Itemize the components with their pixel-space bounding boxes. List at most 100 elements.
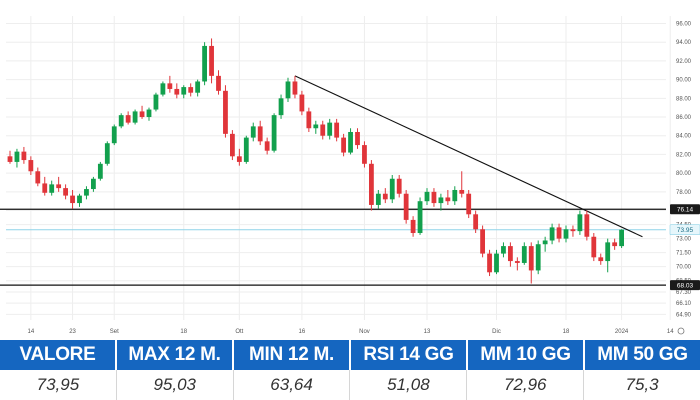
candle-body (118, 115, 124, 127)
y-tick-label: 78.00 (676, 190, 692, 196)
y-tick-label: 64.90 (676, 312, 692, 318)
candle-body (382, 193, 388, 200)
candle-body (521, 246, 527, 263)
y-tick-label: 84.00 (676, 134, 692, 140)
y-tick-label: 88.00 (676, 96, 692, 102)
value-mm-50gg: 75,3 (625, 375, 659, 394)
x-tick-label: 2024 (615, 329, 629, 335)
candle-body (542, 240, 548, 245)
candle-body (28, 160, 34, 172)
value-min-12m: 63,64 (234, 370, 351, 400)
y-tick-label: 73.00 (676, 237, 692, 243)
candle-body (348, 131, 353, 153)
candle-body (97, 163, 103, 179)
last-price-label: 73.95 (677, 227, 694, 234)
candle-body (153, 94, 159, 110)
candle-body (104, 143, 110, 164)
candle-body (111, 126, 117, 144)
candle-body (605, 242, 611, 262)
value-mm-10gg: 72,96 (467, 370, 585, 400)
candle-body (77, 195, 82, 204)
x-tick-label: Set (110, 329, 119, 335)
candle-body (487, 253, 492, 273)
y-tick-label: 70.00 (676, 265, 692, 271)
level-tag-label: 76.14 (677, 207, 694, 214)
x-tick-label: 14 (28, 329, 35, 335)
candle-body (528, 246, 534, 271)
candle-body (501, 246, 506, 254)
candle-body (424, 191, 430, 202)
candle-body (619, 229, 624, 247)
level-tag-label: 68.03 (677, 282, 694, 289)
stats-table: VALORE MAX 12 M. MIN 12 M. RSI 14 GG MM … (0, 340, 700, 400)
candle-body (396, 178, 402, 194)
y-tick-label: 71.50 (676, 251, 692, 257)
candle-body (188, 87, 194, 93)
header-max-12m: MAX 12 M. (117, 340, 234, 370)
x-tick-label: Ott (235, 329, 243, 335)
price-chart[interactable]: 96.00 94.00 92.00 90.00 88.00 86.00 84.00 82.00… (0, 0, 700, 340)
candle-body (341, 137, 346, 153)
candle-body (146, 109, 152, 118)
candle-body (299, 94, 305, 112)
candle-body (410, 219, 416, 234)
candle-body (313, 124, 319, 129)
candle-body (7, 156, 13, 162)
y-tick-label: 90.00 (676, 78, 692, 84)
y-tick-label: 96.00 (676, 21, 692, 27)
x-tick-label: Dic (492, 329, 501, 335)
candle-body (174, 88, 180, 95)
candle-body (209, 45, 214, 76)
y-tick-label: 94.00 (676, 40, 692, 46)
candle-body (271, 115, 277, 151)
candle-body (320, 124, 326, 136)
candle-body (389, 178, 395, 200)
y-tick-label: 92.00 (676, 59, 692, 65)
candle-body (202, 45, 207, 82)
chart-background (0, 0, 700, 340)
stats-value-row: 73,95 95,03 63,64 51,08 72,96 75,3 (0, 370, 700, 400)
candle-body (257, 126, 263, 142)
candle-body (334, 122, 340, 138)
candle-body (278, 98, 284, 116)
candle-body (21, 151, 27, 161)
candle-body (459, 189, 465, 194)
candle-body (84, 189, 89, 196)
candle-body (362, 145, 367, 164)
candle-body (466, 193, 472, 215)
candle-body (195, 81, 201, 93)
candle-body (63, 188, 68, 196)
candle-body (230, 133, 235, 157)
candle-body (431, 191, 437, 204)
candle-body (563, 229, 569, 239)
x-tick-label: Nov (359, 329, 370, 335)
candle-body (216, 75, 221, 91)
candle-body (591, 236, 597, 258)
value-rsi-14gg: 51,08 (350, 370, 468, 400)
candle-body (139, 111, 145, 118)
candle-body (160, 83, 166, 95)
candle-body (42, 183, 48, 193)
candle-body (49, 184, 55, 193)
value-valore: 73,95 (0, 370, 117, 400)
candle-body (473, 214, 479, 230)
y-tick-label: 66.10 (676, 301, 692, 307)
candle-body (355, 131, 360, 146)
candle-body (535, 244, 541, 271)
candle-body (70, 195, 75, 204)
candle-body (480, 229, 485, 254)
candle-body (369, 163, 374, 205)
candle-body (132, 111, 138, 123)
candle-body (508, 246, 513, 262)
candle-body (236, 156, 242, 162)
candle-body (35, 171, 41, 184)
candle-body (306, 111, 312, 129)
candle-body (250, 126, 256, 138)
x-tick-label: 18 (563, 329, 570, 335)
header-min-12m: MIN 12 M. (234, 340, 351, 370)
x-tick-label: 14 (667, 329, 674, 335)
candle-body (375, 193, 381, 205)
candle-body (570, 229, 576, 232)
candle-body (612, 242, 618, 247)
